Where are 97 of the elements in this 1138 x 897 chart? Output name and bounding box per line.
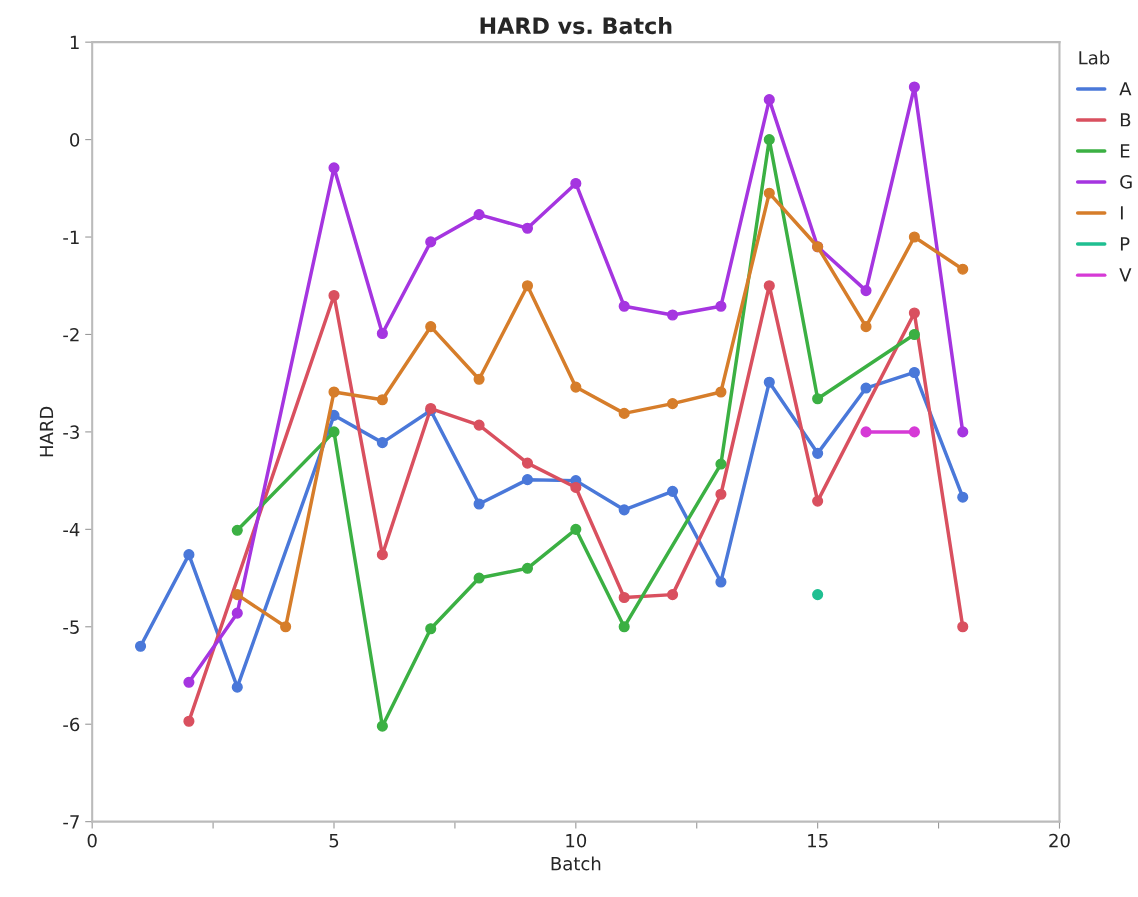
x-axis-title: Batch: [551, 856, 601, 871]
point: [280, 621, 292, 633]
point: [957, 621, 969, 633]
point: [667, 309, 679, 321]
point: [231, 681, 243, 693]
point: [570, 177, 582, 189]
point: [957, 263, 969, 275]
point: [183, 715, 195, 727]
point: [618, 300, 630, 312]
point: [908, 307, 920, 319]
point: [715, 300, 727, 312]
point: [521, 222, 534, 234]
point: [860, 321, 872, 333]
point: [715, 576, 727, 588]
point: [376, 437, 388, 449]
point: [521, 457, 534, 469]
point: [763, 94, 775, 106]
point: [473, 572, 485, 584]
y-tick-label: -7: [63, 815, 79, 829]
legend-label: A: [1119, 82, 1132, 96]
point: [667, 485, 679, 497]
point: [376, 720, 388, 732]
y-tick-label: -2: [63, 327, 79, 342]
point: [328, 426, 340, 438]
point: [183, 549, 195, 561]
point: [231, 607, 243, 619]
y-tick-label: 0: [70, 133, 80, 147]
point: [618, 591, 630, 604]
point: [908, 231, 920, 243]
legend-label: E: [1120, 144, 1130, 158]
point: [957, 491, 969, 503]
point: [715, 488, 727, 500]
point: [667, 398, 679, 410]
x-tick-label: 5: [329, 834, 339, 848]
point: [425, 236, 437, 248]
point: [715, 458, 727, 470]
point: [570, 523, 582, 535]
point: [860, 426, 872, 438]
point: [618, 504, 630, 516]
point: [763, 280, 775, 292]
y-tick-label: -4: [63, 523, 80, 537]
point: [570, 381, 582, 393]
legend-label: G: [1120, 175, 1132, 189]
point: [376, 327, 388, 340]
point: [521, 474, 534, 486]
point: [812, 589, 824, 601]
point: [328, 386, 340, 398]
point: [908, 328, 920, 341]
point: [908, 81, 920, 93]
point: [860, 382, 872, 394]
point: [376, 549, 388, 561]
x-tick-label: 15: [808, 834, 828, 848]
x-tick-label: 0: [87, 833, 97, 848]
point: [957, 426, 969, 438]
point: [618, 621, 630, 633]
point: [183, 676, 195, 688]
point: [134, 640, 147, 652]
point: [473, 498, 485, 510]
point: [618, 407, 630, 419]
point: [570, 481, 582, 494]
y-tick-label: -6: [63, 717, 80, 732]
legend-label: P: [1120, 237, 1130, 251]
point: [425, 321, 437, 333]
point: [763, 376, 775, 388]
point: [521, 562, 534, 574]
point: [473, 419, 485, 431]
point: [812, 393, 824, 405]
y-tick-label: -5: [63, 620, 79, 634]
point: [667, 589, 679, 601]
point: [908, 366, 920, 379]
legend-title: Lab: [1079, 50, 1110, 65]
point: [715, 386, 727, 398]
point: [812, 447, 824, 459]
y-tick-label: -1: [63, 230, 79, 244]
legend-label: B: [1120, 113, 1131, 127]
chart-title: HARD vs. Batch: [480, 16, 672, 35]
point: [763, 187, 775, 199]
point: [328, 162, 340, 174]
point: [328, 289, 340, 302]
x-tick-label: 20: [1049, 833, 1070, 848]
y-tick-label: 1: [70, 35, 79, 50]
point: [860, 285, 872, 297]
point: [908, 426, 920, 438]
point: [231, 589, 243, 601]
y-tick-label: -3: [63, 425, 79, 440]
point: [812, 495, 824, 507]
point: [521, 280, 534, 292]
x-tick-label: 10: [566, 833, 587, 848]
legend-label: V: [1119, 268, 1132, 282]
y-axis-title: HARD: [39, 406, 54, 457]
point: [473, 373, 485, 385]
legend-label: I: [1120, 206, 1123, 220]
point: [473, 209, 485, 221]
point: [763, 134, 775, 146]
point: [425, 623, 437, 635]
point: [231, 524, 243, 536]
point: [376, 394, 388, 406]
